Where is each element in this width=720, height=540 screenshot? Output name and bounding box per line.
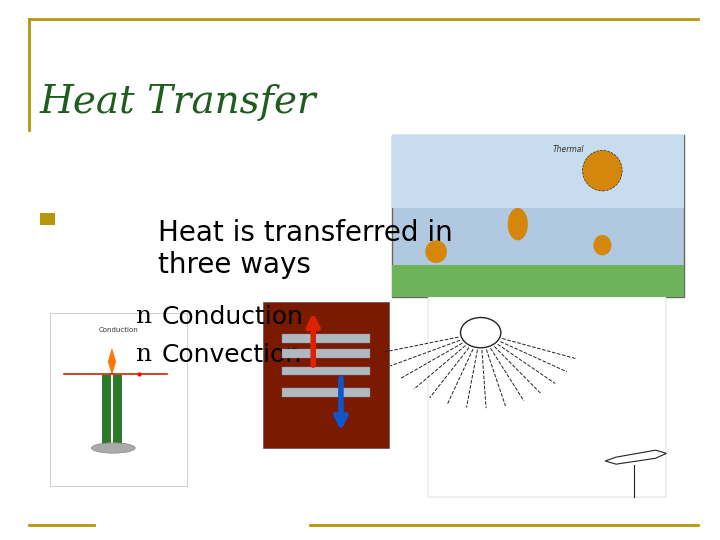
Bar [428, 292, 666, 497]
Bar [282, 367, 370, 375]
Bar [392, 135, 684, 297]
Text: n: n [135, 343, 151, 366]
Ellipse shape [426, 240, 447, 263]
Text: Conduction: Conduction [99, 327, 139, 333]
Bar [282, 388, 370, 397]
Text: n: n [135, 305, 151, 328]
Ellipse shape [582, 151, 622, 191]
Ellipse shape [508, 208, 528, 240]
Bar [282, 349, 370, 358]
Bar [282, 334, 370, 343]
Text: Heat is transferred in
three ways: Heat is transferred in three ways [158, 219, 453, 279]
Bar [392, 265, 684, 297]
Bar [102, 375, 111, 448]
Bar [263, 302, 389, 448]
Bar [392, 135, 684, 208]
Text: Heat Transfer: Heat Transfer [40, 84, 316, 121]
Text: Convection: Convection [162, 343, 302, 367]
Bar [113, 375, 122, 448]
Bar [50, 313, 187, 486]
Polygon shape [108, 348, 116, 375]
Text: Conduction: Conduction [162, 305, 304, 329]
Polygon shape [606, 450, 667, 464]
Ellipse shape [91, 443, 135, 453]
Circle shape [461, 318, 501, 348]
Text: Thermal: Thermal [553, 145, 585, 154]
Ellipse shape [593, 235, 611, 255]
Bar [40, 213, 55, 225]
